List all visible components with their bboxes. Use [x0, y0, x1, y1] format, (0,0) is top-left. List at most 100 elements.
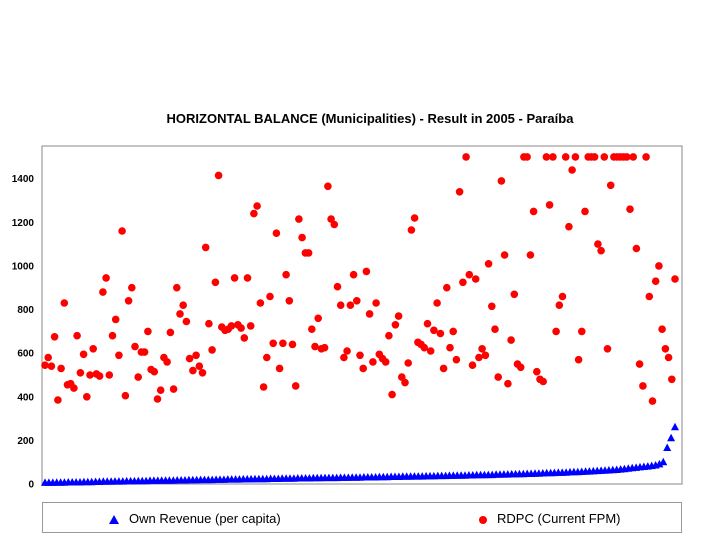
rdpc-point — [478, 345, 486, 353]
rdpc-point — [201, 243, 210, 252]
own-revenue-point — [659, 457, 668, 466]
rdpc-point — [668, 375, 676, 384]
rdpc-point — [481, 351, 490, 360]
plot-area — [41, 145, 683, 485]
rdpc-point — [314, 314, 323, 323]
rdpc-point — [558, 292, 567, 301]
rdpc-point — [494, 373, 503, 381]
rdpc-point — [230, 274, 239, 282]
rdpc-point — [279, 339, 287, 348]
rdpc-point — [394, 312, 403, 320]
rdpc-point — [99, 288, 107, 296]
rdpc-point — [404, 359, 413, 367]
rdpc-point — [166, 328, 175, 337]
rdpc-point — [410, 214, 419, 222]
rdpc-point — [179, 301, 187, 310]
rdpc-point — [462, 153, 470, 161]
rdpc-point — [211, 278, 220, 287]
rdpc-point — [426, 347, 435, 355]
rdpc-point — [153, 395, 162, 403]
rdpc-point — [253, 202, 261, 210]
rdpc-point — [381, 358, 390, 366]
rdpc-point — [256, 299, 265, 307]
y-tick-label: 1400 — [12, 174, 35, 185]
rdpc-point — [295, 215, 303, 223]
rdpc-series — [41, 153, 679, 405]
rdpc-point — [131, 342, 139, 351]
rdpc-point — [156, 386, 165, 395]
rdpc-point — [263, 353, 271, 362]
rdpc-point — [552, 327, 560, 336]
rdpc-point — [198, 369, 207, 377]
legend-item-rdpc: RDPC (Current FPM) — [479, 511, 621, 526]
rdpc-point — [391, 321, 400, 329]
rdpc-point — [54, 396, 62, 404]
rdpc-point — [176, 310, 184, 318]
rdpc-point — [369, 358, 377, 366]
rdpc-point — [163, 358, 171, 366]
rdpc-point — [60, 299, 69, 307]
circle-marker-icon — [479, 515, 487, 524]
rdpc-point — [471, 275, 480, 283]
rdpc-point — [648, 397, 657, 405]
rdpc-point — [243, 274, 252, 282]
legend-label-rdpc: RDPC (Current FPM) — [497, 511, 621, 526]
rdpc-point — [57, 364, 65, 373]
rdpc-point — [436, 329, 445, 338]
y-tick-label: 800 — [17, 305, 34, 316]
y-tick-label: 1000 — [12, 261, 35, 272]
rdpc-point — [108, 331, 117, 340]
rdpc-point — [449, 327, 458, 336]
rdpc-point — [420, 343, 429, 352]
rdpc-point — [439, 364, 448, 373]
rdpc-point — [362, 267, 371, 276]
rdpc-point — [465, 270, 474, 279]
rdpc-point — [330, 220, 339, 229]
rdpc-point — [140, 348, 149, 356]
rdpc-point — [504, 379, 512, 388]
y-axis: 0 200 400 600 800 1000 1200 1400 — [12, 174, 35, 490]
rdpc-point — [671, 275, 679, 283]
rdpc-point — [73, 331, 81, 340]
rdpc-point — [600, 153, 609, 161]
rdpc-point — [446, 343, 454, 352]
rdpc-point — [50, 333, 59, 341]
rdpc-point — [475, 353, 483, 362]
rdpc-point — [500, 251, 509, 259]
rdpc-point — [173, 283, 181, 292]
rdpc-point — [304, 249, 313, 257]
rdpc-point — [433, 299, 441, 307]
rdpc-point — [423, 319, 432, 328]
rdpc-point — [623, 153, 631, 161]
rdpc-point — [549, 153, 557, 161]
chart-title: HORIZONTAL BALANCE (Municipalities) - Re… — [166, 111, 574, 126]
rdpc-point — [603, 345, 612, 353]
rdpc-point — [568, 166, 576, 174]
rdpc-point — [291, 382, 300, 390]
rdpc-point — [311, 342, 319, 351]
rdpc-point — [459, 278, 467, 287]
rdpc-point — [388, 390, 396, 399]
legend-item-own-revenue: Own Revenue (per capita) — [109, 511, 281, 526]
rdpc-point — [195, 362, 204, 371]
rdpc-point — [259, 383, 268, 391]
rdpc-point — [150, 367, 159, 376]
rdpc-point — [205, 319, 213, 328]
rdpc-point — [134, 373, 142, 381]
rdpc-point — [523, 153, 531, 161]
rdpc-point — [385, 331, 393, 340]
rdpc-point — [497, 177, 506, 185]
rdpc-point — [491, 325, 499, 334]
rdpc-point — [661, 345, 670, 353]
rdpc-point — [250, 209, 258, 218]
y-tick-label: 600 — [17, 349, 34, 360]
rdpc-point — [298, 233, 306, 242]
rdpc-point — [246, 322, 255, 330]
rdpc-point — [266, 292, 274, 301]
rdpc-point — [340, 353, 348, 362]
rdpc-point — [365, 310, 374, 318]
rdpc-point — [561, 153, 570, 161]
rdpc-point — [343, 347, 351, 355]
legend-label-own-revenue: Own Revenue (per capita) — [129, 511, 281, 526]
